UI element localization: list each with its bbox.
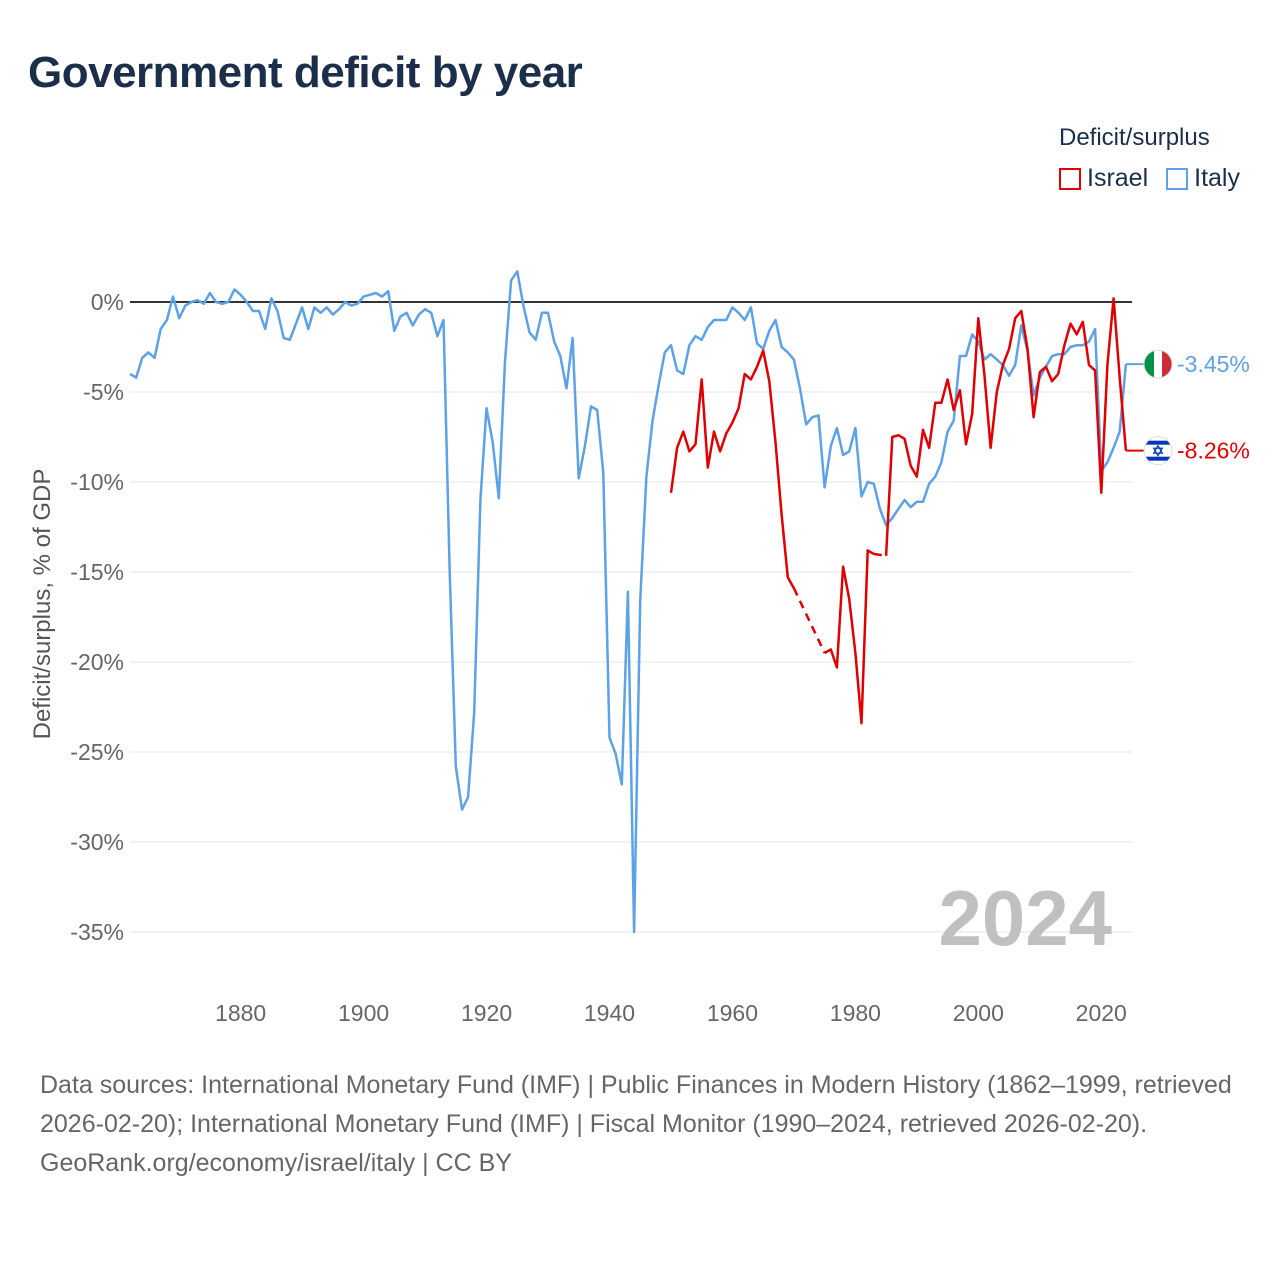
israel-flag-icon xyxy=(1143,436,1173,466)
data-sources: Data sources: International Monetary Fun… xyxy=(40,1071,1232,1138)
legend-label-israel: Israel xyxy=(1087,164,1149,192)
series-line-italy xyxy=(129,270,1128,934)
y-axis-label: Deficit/surplus, % of GDP xyxy=(29,469,56,740)
y-tick-label: -5% xyxy=(83,379,124,405)
legend-label-italy: Italy xyxy=(1194,164,1240,192)
legend-swatch-italy xyxy=(1166,167,1189,190)
page-title: Government deficit by year xyxy=(28,48,583,97)
series-gap-israel xyxy=(792,587,826,654)
line-chart: 0% -5% -10% -15% -20% -25% -30% -35% 1880 1900 19… xyxy=(29,270,1250,1026)
x-tick-label: 2020 xyxy=(1076,1000,1127,1026)
y-tick-label: -15% xyxy=(70,559,124,585)
y-tick-label: 0% xyxy=(91,289,124,315)
y-tick-label: -35% xyxy=(70,919,124,945)
x-tick-label: 1880 xyxy=(215,1000,266,1026)
italy-flag-icon xyxy=(1143,349,1173,379)
y-tick-label: -30% xyxy=(70,829,124,855)
end-label-italy: -3.45% xyxy=(1177,351,1250,377)
legend-item-italy[interactable]: Italy xyxy=(1166,164,1240,193)
x-tick-label: 1980 xyxy=(830,1000,881,1026)
x-tick-label: 1920 xyxy=(461,1000,512,1026)
y-tick-label: -10% xyxy=(70,469,124,495)
x-axis-ticks: 1880 1900 1920 1940 1960 1980 2000 2020 xyxy=(215,1000,1127,1026)
y-tick-label: -25% xyxy=(70,739,124,765)
attribution: GeoRank.org/economy/israel/italy | CC BY xyxy=(40,1149,512,1177)
end-labels: -3.45% -8.26% xyxy=(1125,349,1250,466)
footer: Data sources: International Monetary Fun… xyxy=(40,1066,1240,1183)
legend: Deficit/surplus Israel Italy xyxy=(1059,124,1240,193)
series-gap-israel xyxy=(873,552,887,558)
x-tick-label: 1900 xyxy=(338,1000,389,1026)
y-axis-ticks: 0% -5% -10% -15% -20% -25% -30% -35% xyxy=(70,289,124,945)
end-label-israel: -8.26% xyxy=(1177,438,1250,464)
series-line-israel xyxy=(669,297,1128,725)
series-lines xyxy=(129,270,1128,934)
x-tick-label: 2000 xyxy=(953,1000,1004,1026)
legend-title: Deficit/surplus xyxy=(1059,124,1210,151)
legend-item-israel[interactable]: Israel xyxy=(1059,164,1148,193)
year-watermark: 2024 xyxy=(938,874,1112,962)
legend-swatch-israel xyxy=(1059,167,1081,190)
x-tick-label: 1940 xyxy=(584,1000,635,1026)
x-tick-label: 1960 xyxy=(707,1000,758,1026)
gridlines xyxy=(130,391,1132,933)
y-tick-label: -20% xyxy=(70,649,124,675)
